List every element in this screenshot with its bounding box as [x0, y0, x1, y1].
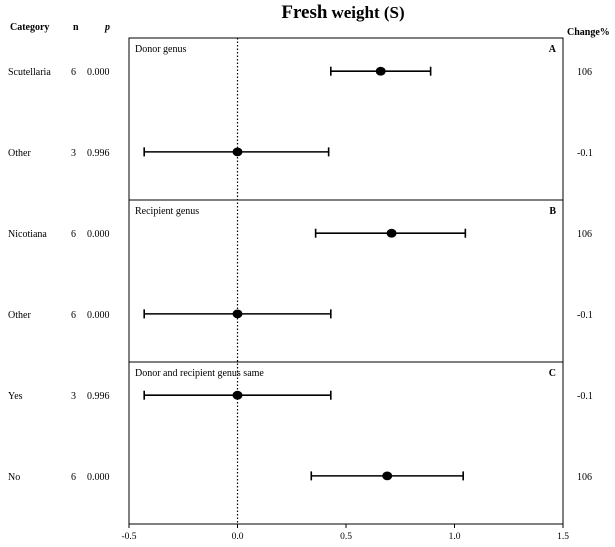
panel-frame [128, 37, 564, 201]
x-tick-label: 0.0 [232, 532, 244, 542]
point-estimate [232, 147, 243, 157]
x-tick-label: 1.5 [557, 532, 569, 542]
row-category: No [8, 472, 20, 483]
row-p: 0.000 [87, 310, 110, 321]
panel-title: Donor genus [135, 44, 186, 55]
x-tick-label: 0.5 [340, 532, 352, 542]
panel-frame [128, 199, 564, 363]
row-category: Other [8, 148, 31, 159]
header-category: Category [10, 22, 49, 33]
point-estimate [382, 471, 393, 481]
x-tick-label: -0.5 [121, 532, 136, 542]
x-tick-label: 1.0 [449, 532, 461, 542]
point-estimate [375, 66, 386, 76]
row-p: 0.000 [87, 472, 110, 483]
row-category: Scutellaria [8, 67, 51, 78]
row-n: 6 [71, 67, 76, 78]
panel-letter: B [549, 206, 556, 217]
chart-title-main: Fresh [281, 2, 328, 23]
point-estimate [232, 309, 243, 319]
row-n: 6 [71, 472, 76, 483]
row-category: Yes [8, 391, 23, 402]
row-change: 106 [577, 67, 592, 78]
panel-letter: C [549, 368, 556, 379]
row-p: 0.000 [87, 229, 110, 240]
plot-area: Donor genus A Scutellaria 6 0.000 106 Other 3 0.… [8, 37, 593, 542]
row-n: 6 [71, 229, 76, 240]
chart-title: Fresh weight (S) [281, 2, 404, 23]
chart-title-rest: weight (S) [331, 3, 404, 22]
row-p: 0.996 [87, 148, 110, 159]
row-change: 106 [577, 472, 592, 483]
header-p: p [104, 22, 110, 33]
panel-title: Recipient genus [135, 206, 199, 217]
panel-title: Donor and recipient genus same [135, 368, 264, 379]
header-change: Change% [567, 27, 610, 38]
row-n: 3 [71, 391, 76, 402]
row-n: 3 [71, 148, 76, 159]
panel-letter: A [549, 44, 557, 55]
row-change: -0.1 [577, 148, 593, 159]
row-change: -0.1 [577, 391, 593, 402]
row-n: 6 [71, 310, 76, 321]
panel-frame [128, 361, 564, 525]
row-change: -0.1 [577, 310, 593, 321]
row-p: 0.000 [87, 67, 110, 78]
row-category: Nicotiana [8, 229, 47, 240]
row-change: 106 [577, 229, 592, 240]
row-category: Other [8, 310, 31, 321]
header-n: n [73, 22, 79, 33]
point-estimate [386, 228, 397, 238]
row-p: 0.996 [87, 391, 110, 402]
